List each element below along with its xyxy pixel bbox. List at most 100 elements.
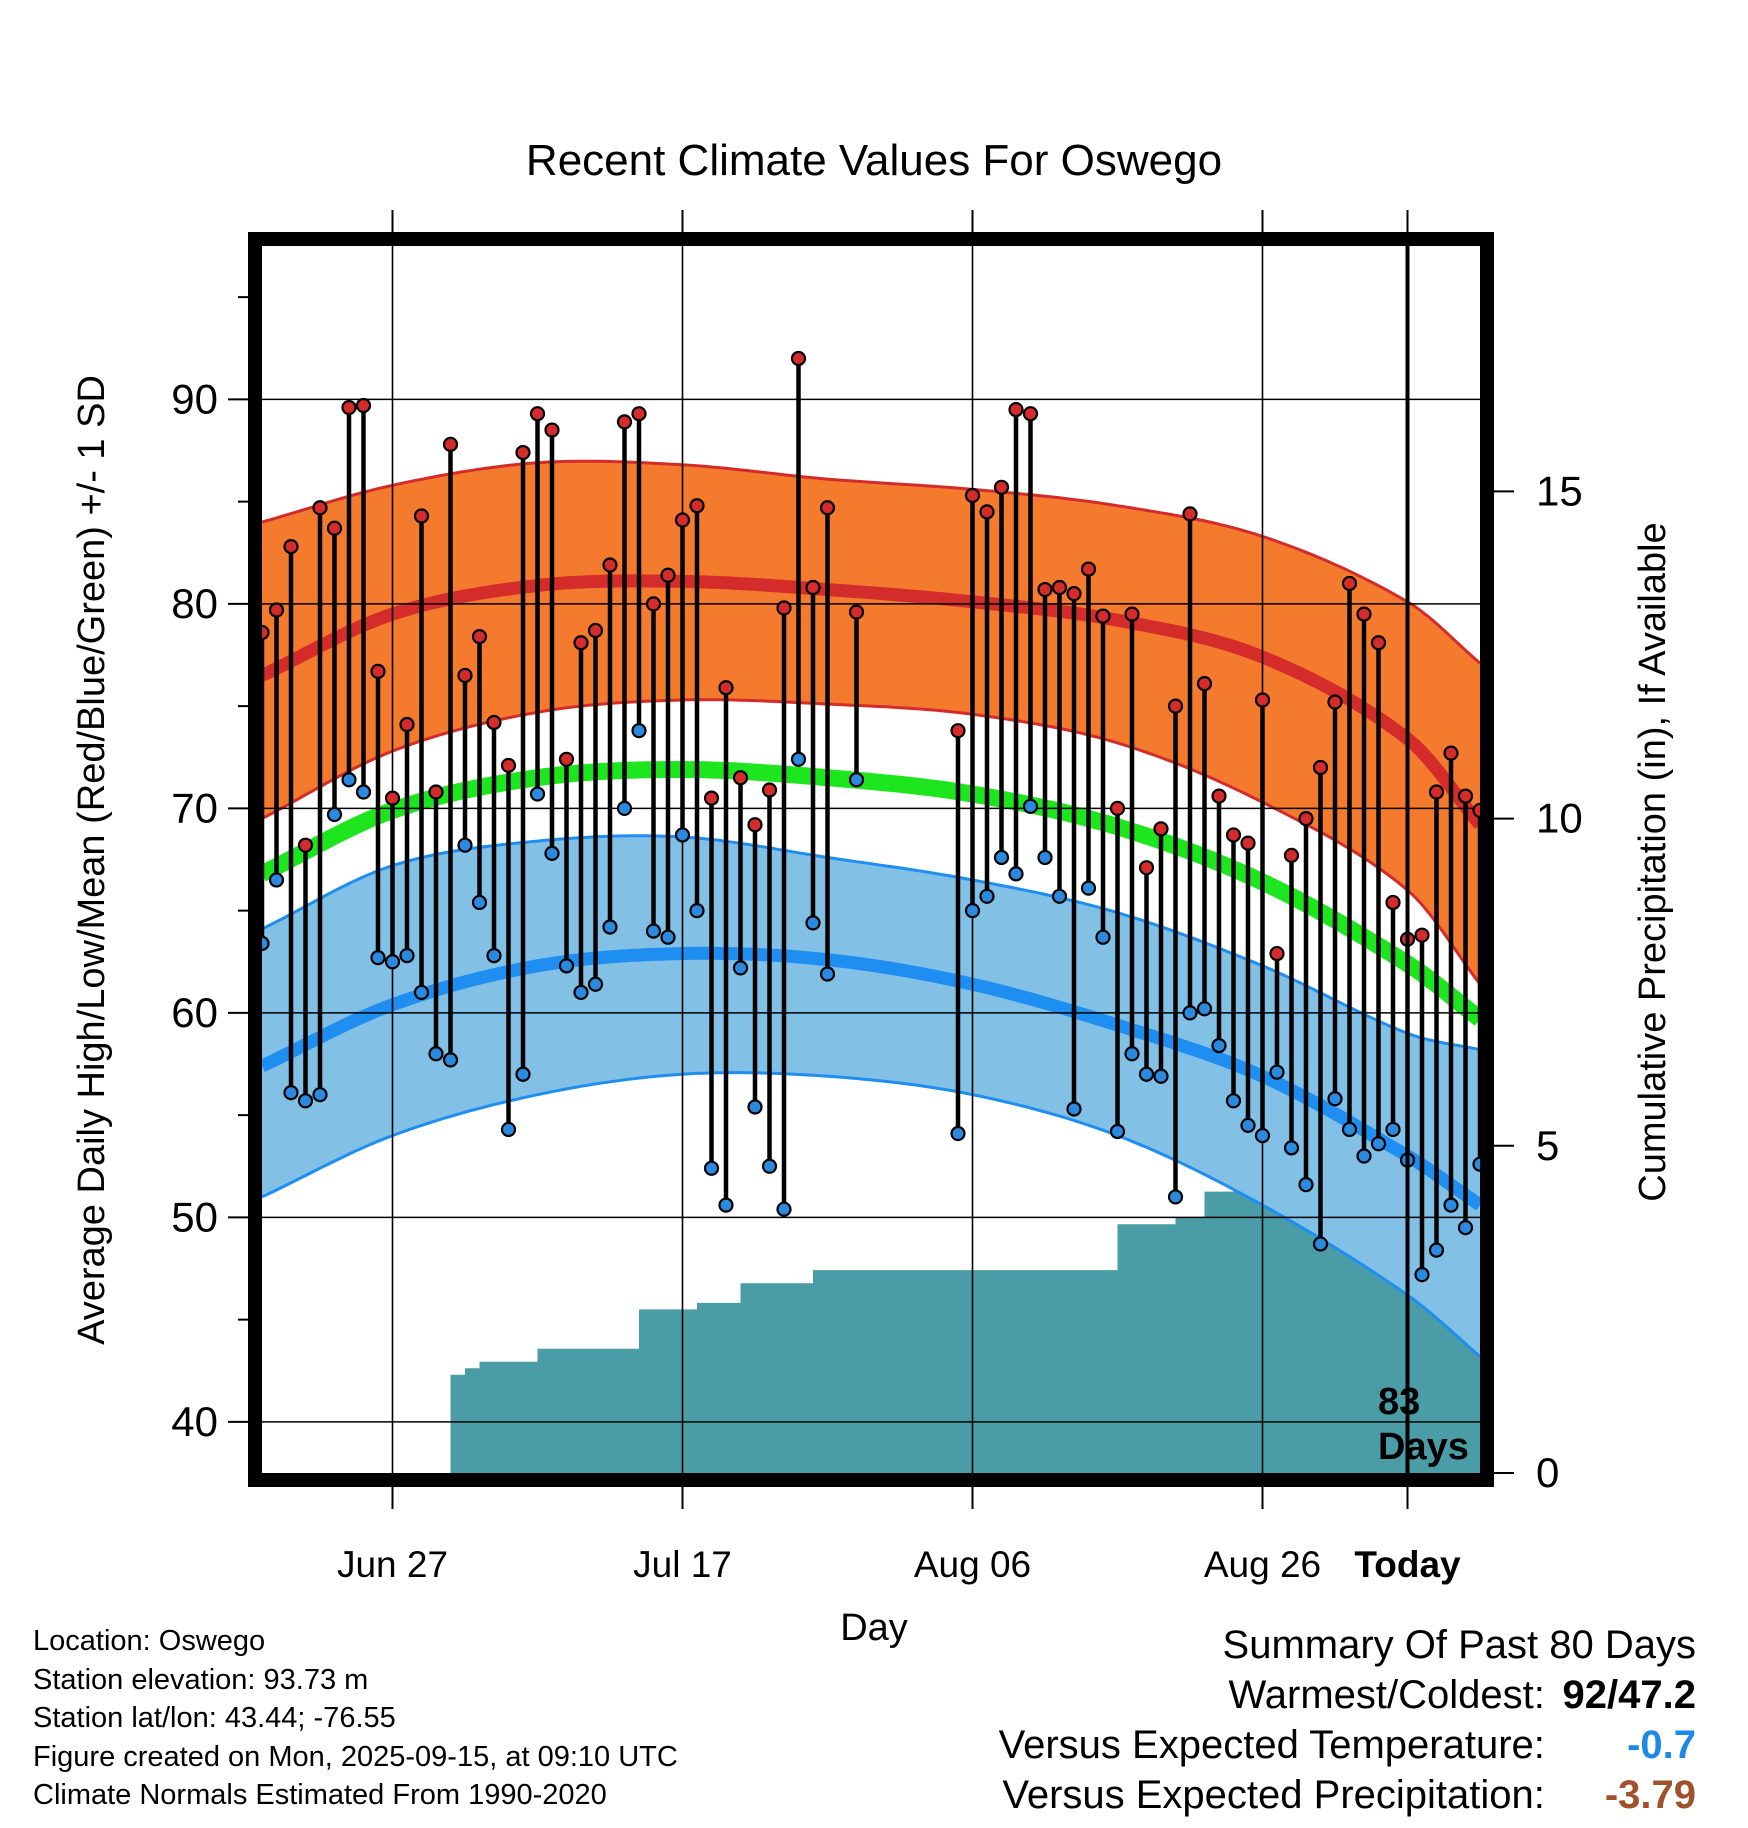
y-tick-label: 70 xyxy=(171,784,218,831)
daily-high-point xyxy=(993,479,1010,495)
created-text: Figure created on Mon, 2025-09-15, at 09… xyxy=(33,1740,678,1773)
high-upper-edge xyxy=(262,459,1480,665)
daily-bar xyxy=(587,622,604,992)
daily-low-point xyxy=(1457,1219,1474,1236)
daily-bar xyxy=(1196,676,1213,1017)
daily-high-point xyxy=(747,817,763,833)
daily-low-point xyxy=(718,1197,734,1213)
daily-low-point xyxy=(1269,1064,1285,1080)
daily-high-point xyxy=(341,399,357,416)
daily-low-point xyxy=(732,960,749,976)
daily-high-point xyxy=(1370,635,1387,651)
low-normal-line xyxy=(262,946,1480,1211)
daily-high-point xyxy=(471,628,488,645)
daily-high-point xyxy=(1022,406,1039,422)
daily-low-point xyxy=(312,1087,328,1103)
daily-low-point xyxy=(370,950,386,966)
daily-low-point xyxy=(964,903,981,919)
daily-high-point xyxy=(1008,402,1024,418)
daily-bar xyxy=(413,508,430,1001)
daily-high-point xyxy=(761,782,778,798)
daily-low-point xyxy=(471,894,488,911)
daily-bar xyxy=(283,539,299,1101)
daily-bar xyxy=(1269,945,1285,1080)
daily-low-point xyxy=(1283,1140,1300,1156)
daily-high-point xyxy=(413,508,430,524)
daily-high-point xyxy=(950,723,966,739)
daily-bar xyxy=(355,397,372,800)
daily-high-point xyxy=(732,770,749,786)
daily-high-point xyxy=(1341,575,1358,592)
daily-high-point xyxy=(660,567,676,583)
daily-low-point xyxy=(1472,1156,1480,1172)
plot-area xyxy=(262,246,1516,1473)
daily-high-point xyxy=(515,444,531,461)
daily-high-point xyxy=(674,512,691,528)
daily-low-point xyxy=(1138,1066,1155,1082)
daily-low-point xyxy=(602,919,618,935)
daily-high-point xyxy=(1182,506,1198,522)
daily-bar xyxy=(1503,775,1516,1101)
daily-low-point xyxy=(1066,1101,1082,1117)
daily-bar xyxy=(1428,784,1445,1258)
x-tick-label: Aug 06 xyxy=(914,1544,1031,1585)
temp-label: Versus Expected Temperature: xyxy=(998,1723,1545,1767)
daily-bar xyxy=(718,680,734,1213)
daily-high-point xyxy=(297,837,314,853)
daily-bar xyxy=(384,790,401,970)
daily-low-point xyxy=(413,984,430,1001)
daily-bar xyxy=(1109,800,1126,1140)
daily-high-point xyxy=(428,784,444,800)
daily-low-point xyxy=(993,849,1010,866)
daily-high-point xyxy=(1109,800,1126,816)
daily-low-point xyxy=(457,837,473,853)
daily-low-point xyxy=(747,1099,763,1115)
daily-low-point xyxy=(1298,1177,1314,1193)
daily-low-point xyxy=(776,1201,792,1217)
y-tick-label: 90 xyxy=(171,375,218,422)
daily-bar xyxy=(776,600,792,1217)
daily-low-point xyxy=(326,806,343,823)
daily-low-point xyxy=(486,948,502,964)
daily-low-point xyxy=(341,772,357,788)
daily-bar xyxy=(1225,827,1242,1109)
daily-bar xyxy=(993,479,1010,866)
daily-low-point xyxy=(1095,929,1111,945)
y2-axis-label: Cumulative Precipitation (in), If Availa… xyxy=(1632,522,1674,1201)
daily-high-point xyxy=(1283,847,1300,864)
daily-bar xyxy=(616,414,633,816)
daily-high-point xyxy=(1503,775,1516,788)
latlon-text: Station lat/lon: 43.44; -76.55 xyxy=(33,1702,396,1734)
daily-low-point xyxy=(805,915,821,931)
daily-low-point xyxy=(689,903,705,919)
daily-bar xyxy=(428,784,444,1062)
daily-high-point xyxy=(1138,860,1155,876)
daily-bar xyxy=(1414,927,1430,1283)
daily-low-point xyxy=(1008,866,1024,882)
daily-low-point xyxy=(268,872,285,888)
summary-title: Summary Of Past 80 Days xyxy=(1222,1623,1696,1667)
daily-bar xyxy=(529,406,546,802)
daily-bar xyxy=(558,751,575,974)
daily-low-point xyxy=(442,1052,459,1068)
daily-bar xyxy=(964,487,981,919)
daily-low-point xyxy=(1182,1005,1198,1021)
daily-bar xyxy=(1298,810,1314,1193)
daily-bar xyxy=(1138,860,1155,1082)
daily-low-point xyxy=(1153,1068,1169,1084)
precip-value: -3.79 xyxy=(1604,1773,1696,1817)
daily-low-point xyxy=(1254,1127,1271,1144)
daily-high-point xyxy=(1051,579,1068,596)
daily-high-point xyxy=(399,716,415,733)
daily-high-point xyxy=(718,680,734,696)
daily-bar xyxy=(1182,506,1198,1021)
x-tick-label: Aug 26 xyxy=(1204,1544,1321,1585)
daily-high-point xyxy=(776,600,792,616)
daily-bar xyxy=(848,604,865,788)
daily-low-point xyxy=(297,1093,314,1109)
daily-bar xyxy=(1037,581,1053,866)
daily-bar xyxy=(544,422,560,861)
daily-bar xyxy=(268,602,285,888)
daily-high-point xyxy=(689,498,705,514)
daily-low-point xyxy=(979,888,995,904)
